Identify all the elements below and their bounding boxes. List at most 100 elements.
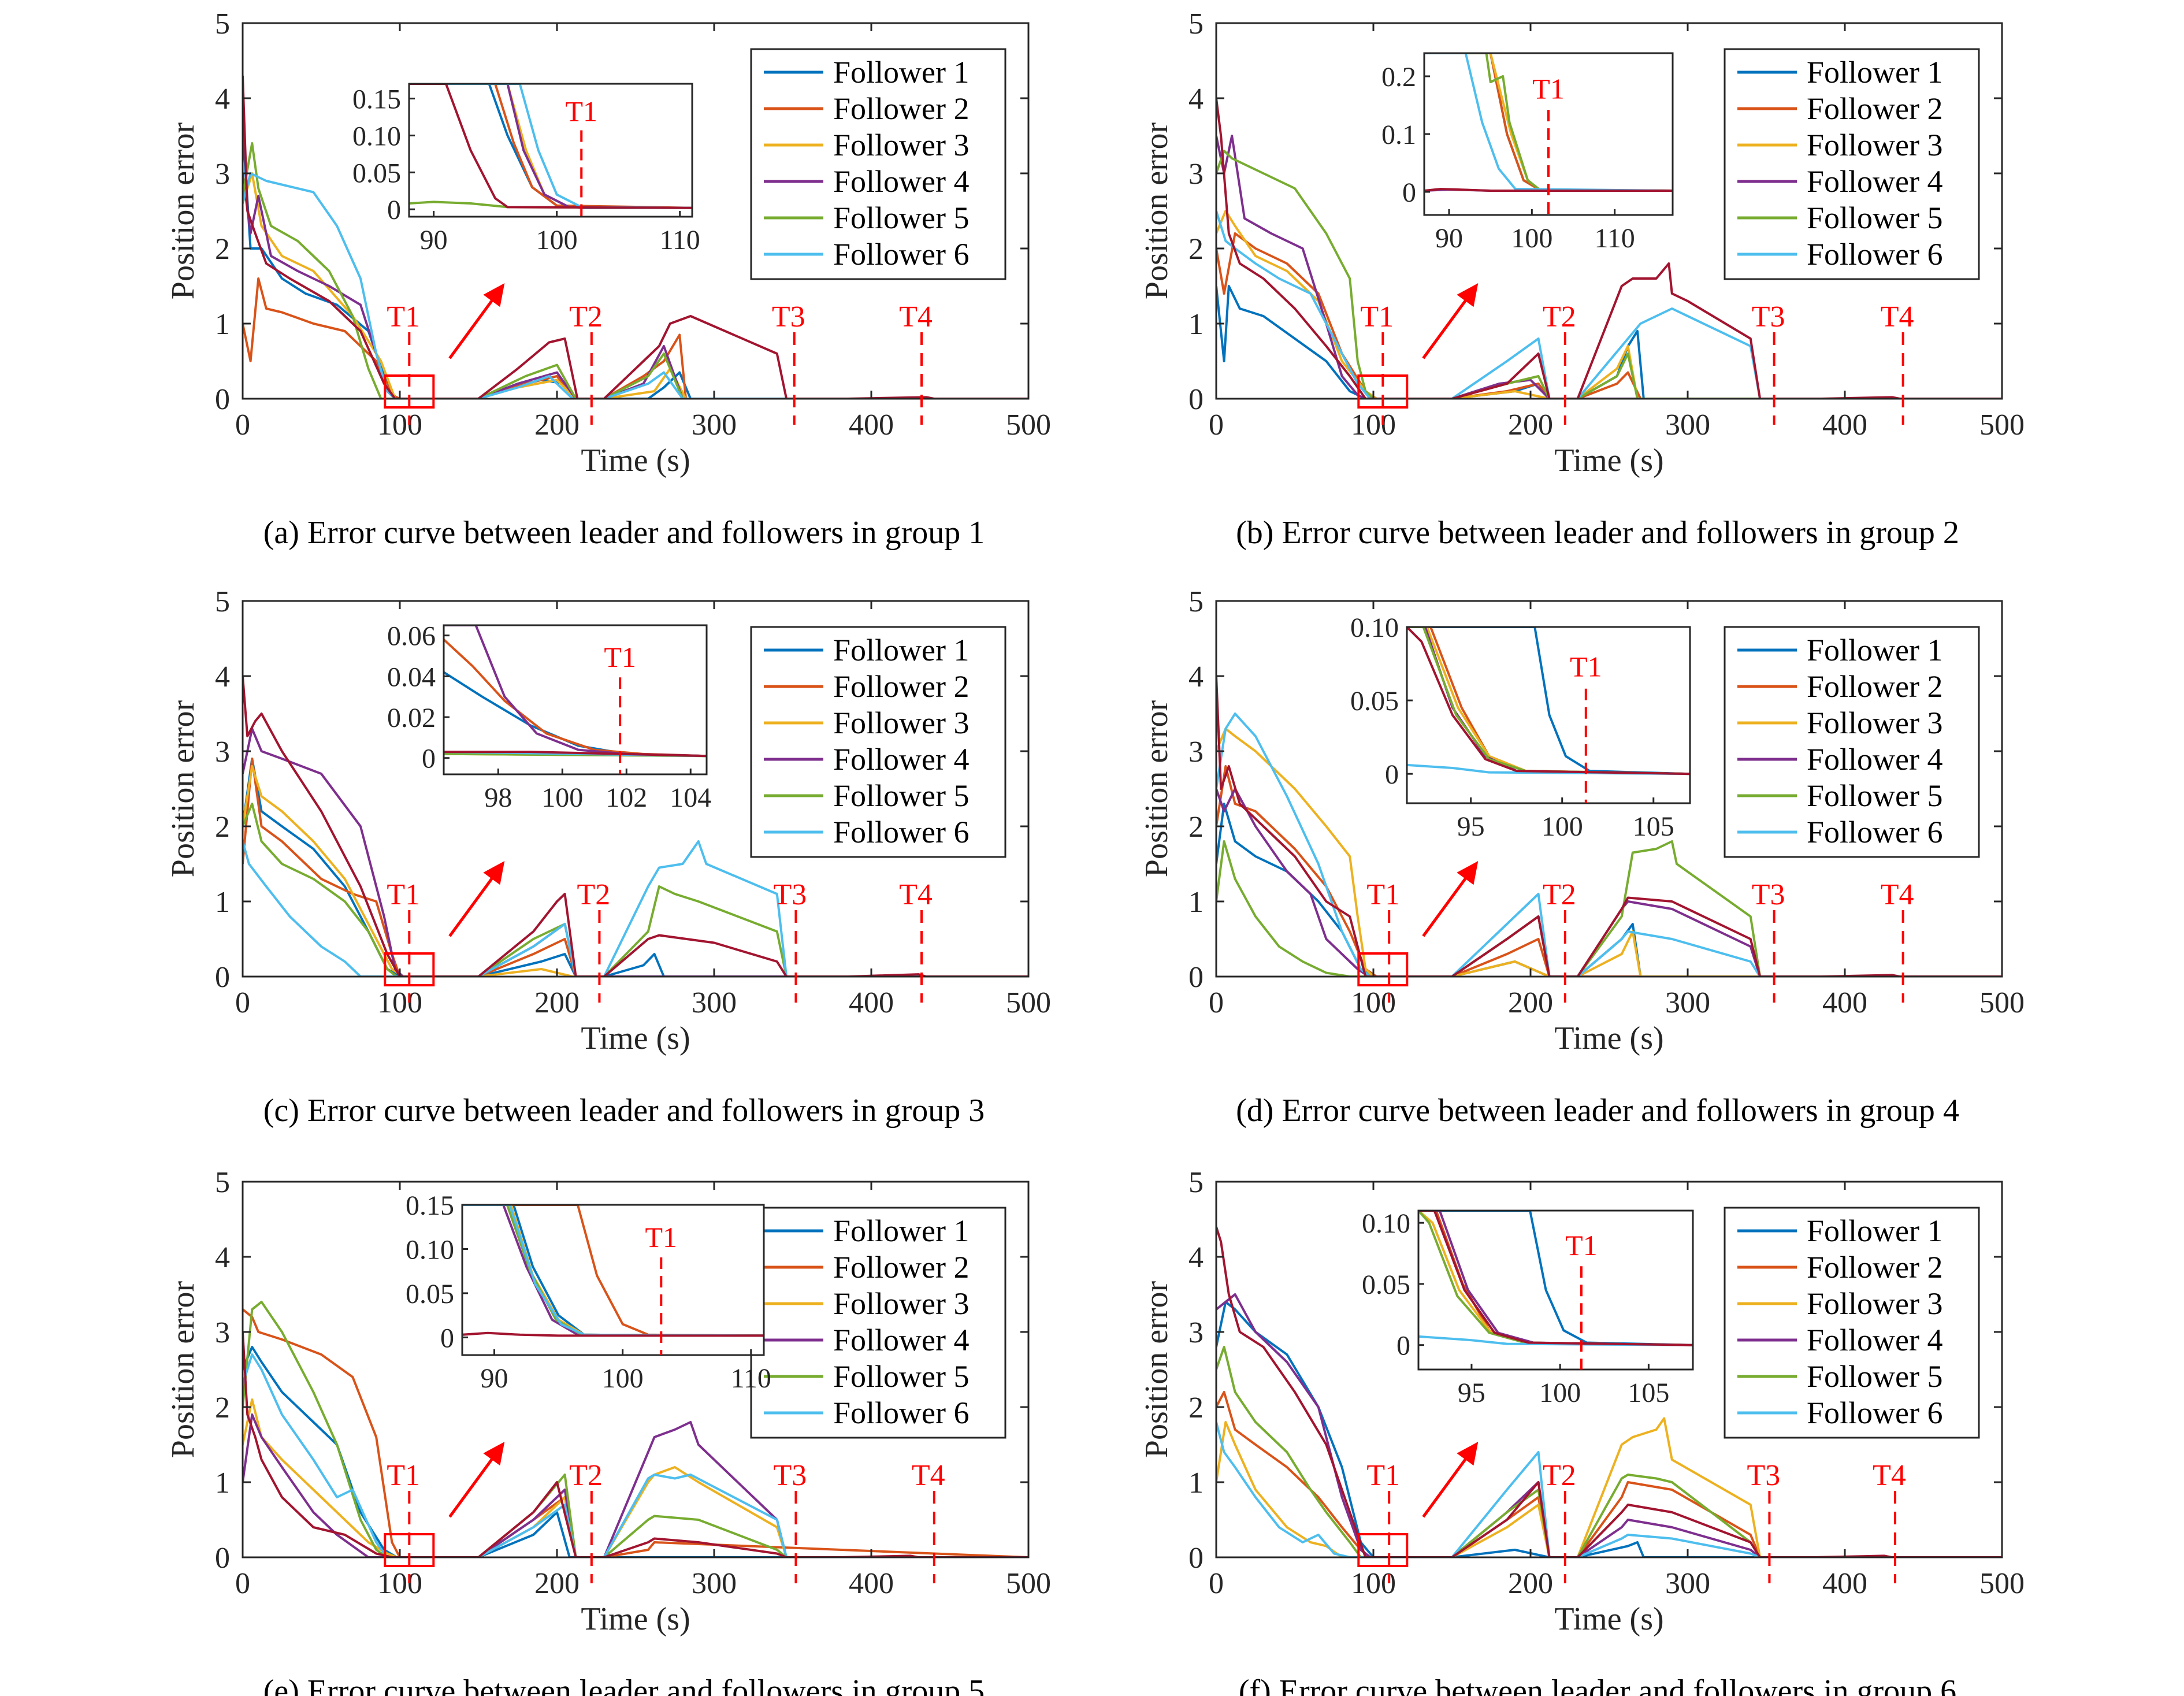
- inset-y-tick-label: 0.05: [352, 158, 401, 188]
- marker-label-t1: T1: [1366, 1459, 1400, 1492]
- inset-marker-label: T1: [1570, 650, 1602, 682]
- legend-entry-1: Follower 1: [1807, 55, 1943, 90]
- x-tick-label: 400: [849, 1567, 894, 1600]
- series-line-4: [243, 1413, 1028, 1557]
- series-line-5: [1216, 1346, 2002, 1557]
- marker-label-t4: T4: [899, 878, 933, 911]
- y-axis-label: Position error: [165, 1281, 201, 1458]
- inset-y-tick-label: 0: [422, 744, 436, 774]
- inset: 98 100 102 104 0 0.02 0.04 0.06 T1: [387, 621, 711, 813]
- series-line-6: [243, 1353, 1028, 1557]
- zoom-arrow-head: [1457, 861, 1479, 885]
- y-axis-label: Position error: [1139, 1281, 1175, 1458]
- legend-entry-2: Follower 2: [1807, 91, 1943, 126]
- zoom-arrow: [448, 290, 500, 359]
- zoom-arrow: [448, 868, 500, 937]
- x-tick-label: 0: [235, 409, 250, 441]
- series-line-1: [243, 128, 1028, 399]
- marker-label-t4: T4: [1873, 1459, 1906, 1492]
- series-line-1: [243, 758, 1028, 977]
- inset-x-tick-label: 100: [536, 225, 578, 255]
- inset-y-tick-label: 0.05: [1350, 686, 1399, 717]
- y-axis-label: Position error: [1139, 122, 1175, 299]
- marker-label-t2: T2: [569, 1459, 603, 1492]
- series-line-3: [1216, 1417, 2002, 1557]
- y-tick-label: 2: [1188, 233, 1204, 266]
- x-tick-label: 500: [1979, 409, 2025, 441]
- x-tick-label: 200: [534, 986, 580, 1019]
- panel-caption: (d) Error curve between leader and follo…: [1236, 1093, 1959, 1129]
- inset-axes-box: [461, 1204, 765, 1356]
- legend-entry-5: Follower 5: [833, 201, 970, 235]
- legend-entry-6: Follower 6: [1807, 1396, 1943, 1430]
- x-tick-label: 200: [1508, 409, 1553, 441]
- zoom-arrow: [1422, 1449, 1474, 1518]
- x-tick-label: 400: [1822, 986, 1867, 1019]
- legend-entry-2: Follower 2: [833, 1250, 970, 1285]
- x-tick-label: 0: [1209, 1567, 1224, 1600]
- inset-y-tick-label: 0.1: [1381, 120, 1416, 150]
- axes-box: [242, 600, 1030, 978]
- panel-c: 0 100 200 300 400 500 0 1 2 3 4 5 Time (s) Position e…: [165, 585, 1051, 1129]
- series-line-5: [243, 803, 1028, 977]
- inset-axes-box: [408, 83, 693, 218]
- series-line-7: [243, 676, 1028, 977]
- axes-box: [242, 22, 1030, 400]
- x-axis-label: Time (s): [581, 443, 690, 478]
- inset-y-tick-label: 0: [440, 1323, 454, 1353]
- inset-background: [462, 1205, 764, 1355]
- inset-y-tick-label: 0.05: [406, 1279, 454, 1309]
- series-line-7: [243, 75, 1028, 399]
- inset-x-tick-label: 100: [1542, 811, 1583, 842]
- x-tick-label: 200: [1508, 1567, 1553, 1600]
- inset-x-tick-label: 98: [484, 782, 512, 813]
- x-tick-label: 100: [377, 1567, 422, 1600]
- y-tick-label: 1: [1188, 886, 1204, 919]
- zoom-arrow-head: [483, 861, 505, 885]
- inset-x-tick-label: 100: [1539, 1378, 1581, 1408]
- y-tick-label: 2: [215, 233, 230, 266]
- x-tick-label: 100: [1351, 1567, 1396, 1600]
- y-axis-label: Position error: [165, 700, 201, 877]
- inset-y-tick-label: 0.10: [1350, 613, 1399, 643]
- y-tick-label: 0: [215, 383, 230, 416]
- legend-box: [750, 1207, 1006, 1439]
- x-tick-label: 100: [377, 986, 422, 1019]
- x-tick-label: 300: [692, 409, 737, 441]
- axes-box: [1215, 600, 2003, 978]
- marker-label-t2: T2: [577, 878, 611, 911]
- y-tick-label: 5: [215, 8, 230, 40]
- panel-caption: (a) Error curve between leader and follo…: [263, 515, 985, 551]
- inset-series-group: [1418, 1211, 1693, 1346]
- series-group: [1216, 98, 2002, 399]
- legend-box: [1724, 626, 1980, 858]
- panel-caption: (c) Error curve between leader and follo…: [263, 1093, 985, 1129]
- legend-entry-6: Follower 6: [1807, 815, 1943, 849]
- y-tick-label: 4: [215, 660, 230, 693]
- inset-x-tick-label: 95: [1457, 811, 1485, 842]
- y-tick-label: 3: [1188, 158, 1204, 191]
- x-tick-label: 400: [849, 409, 894, 441]
- panel-a: 0 100 200 300 400 500 0 1 2 3 4 5 Time (s) Position e…: [165, 8, 1051, 551]
- y-tick-label: 3: [1188, 1316, 1204, 1349]
- x-tick-label: 0: [1209, 986, 1224, 1019]
- series-line-7: [243, 1331, 1028, 1557]
- axes-box: [1215, 1181, 2003, 1558]
- y-tick-label: 1: [215, 886, 230, 919]
- y-tick-label: 1: [215, 1467, 230, 1500]
- legend-entry-3: Follower 3: [1807, 128, 1943, 162]
- y-tick-label: 4: [1188, 1241, 1204, 1274]
- y-tick-label: 1: [1188, 308, 1204, 341]
- x-tick-label: 400: [1822, 1567, 1867, 1600]
- series-line-2: [243, 277, 1028, 399]
- x-tick-label: 100: [1351, 986, 1396, 1019]
- legend-entry-6: Follower 6: [833, 815, 970, 849]
- legend-entry-5: Follower 5: [833, 1359, 970, 1394]
- legend-entry-3: Follower 3: [1807, 706, 1943, 740]
- series-line-6: [243, 172, 1028, 399]
- legend-entry-4: Follower 4: [1807, 164, 1943, 199]
- panel-caption: (b) Error curve between leader and follo…: [1236, 515, 1959, 551]
- inset-axes-box: [1417, 1209, 1694, 1371]
